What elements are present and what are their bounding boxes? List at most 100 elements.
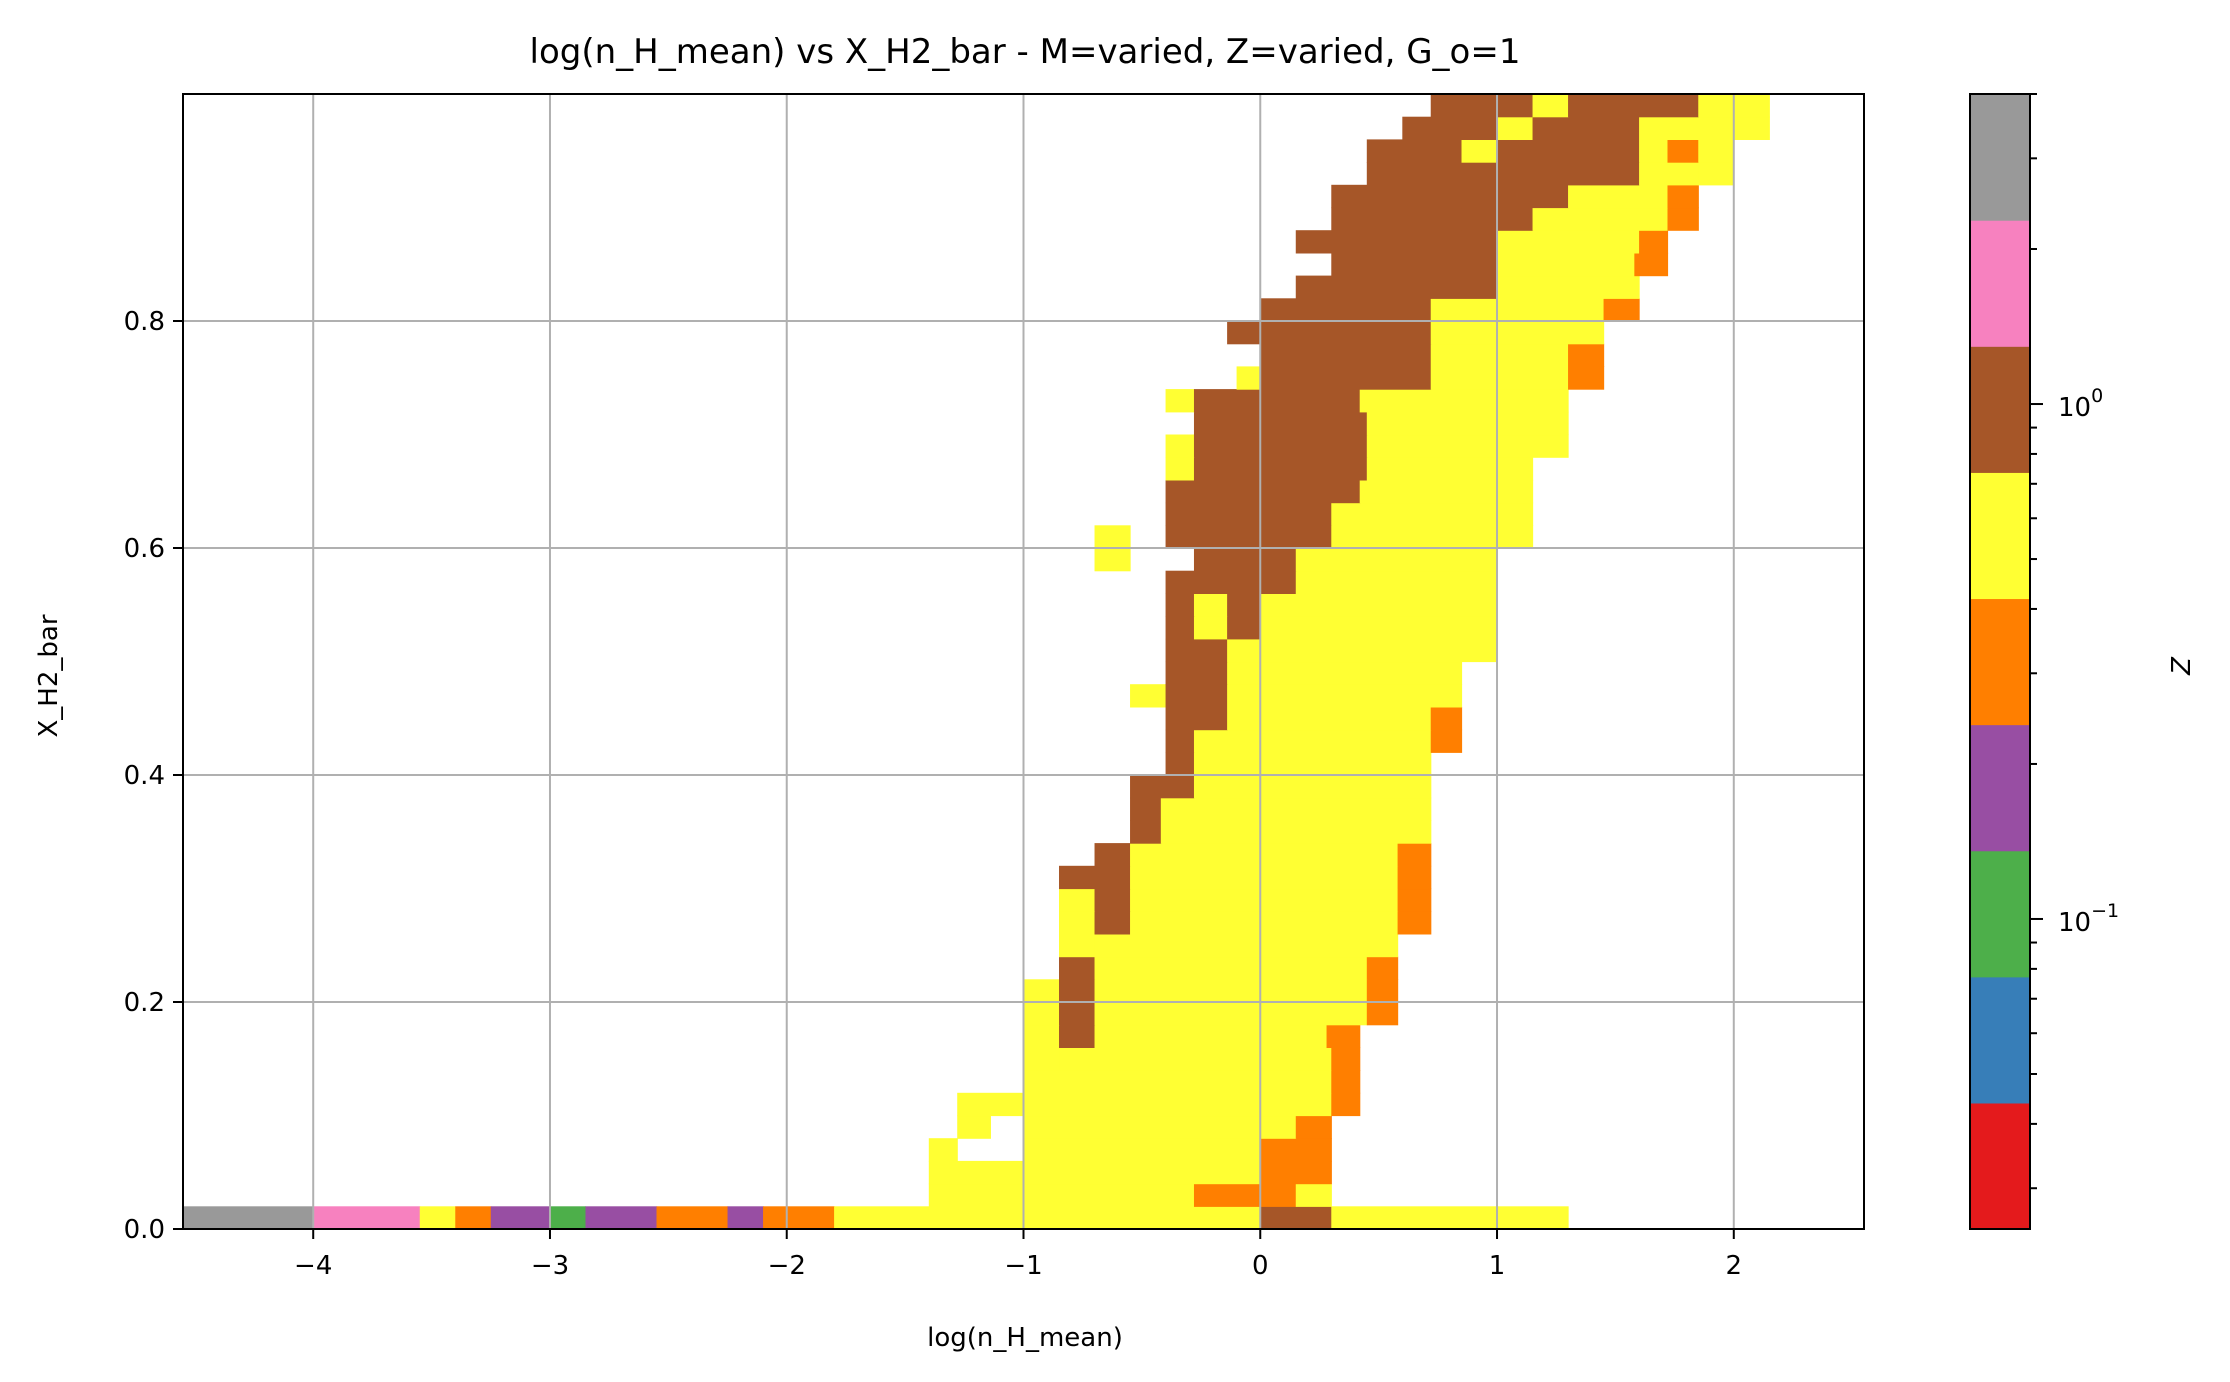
heatmap-cell <box>1193 479 1361 504</box>
heatmap-cell <box>1059 888 1096 912</box>
heatmap-cell <box>1094 888 1131 912</box>
heatmap-cell <box>1130 865 1399 890</box>
heatmap-cell <box>1639 230 1669 254</box>
heatmap-cell <box>1193 411 1368 436</box>
heatmap-cell <box>1366 1002 1399 1026</box>
heatmap-cell <box>1130 843 1399 867</box>
heatmap-cell <box>1461 139 1498 163</box>
colorbar-segments <box>1970 94 2030 1230</box>
y-tick-label: 0.0 <box>124 1215 165 1245</box>
heatmap-cell <box>1165 570 1261 594</box>
heatmap-cell <box>1023 979 1060 1003</box>
heatmap-cell <box>1227 616 1261 640</box>
heatmap-cell <box>1359 389 1569 413</box>
x-tick-label: 2 <box>1726 1251 1743 1281</box>
heatmap-cell <box>1532 207 1669 231</box>
heatmap-cell <box>1331 502 1534 526</box>
heatmap-cell <box>1295 570 1498 594</box>
heatmap-cell <box>1366 434 1569 458</box>
heatmap-cell <box>1366 139 1463 163</box>
heatmap-cell <box>1165 616 1195 640</box>
heatmap-cell <box>1366 457 1534 481</box>
heatmap-cell <box>1260 1160 1332 1185</box>
heatmap-cell <box>1165 479 1195 504</box>
heatmap-cell <box>1568 343 1605 367</box>
heatmap-cell <box>1568 366 1605 390</box>
heatmap-cell <box>1260 1206 1332 1230</box>
heatmap-cell <box>1568 184 1669 209</box>
heatmap-cell <box>183 1206 314 1230</box>
colorbar-segment <box>1970 724 2030 852</box>
heatmap-cell <box>1331 252 1498 277</box>
heatmap-cell <box>1023 1002 1060 1026</box>
heatmap-cell <box>1260 616 1498 640</box>
heatmap-cell <box>1094 843 1131 867</box>
colorbar-segment <box>1970 598 2030 726</box>
heatmap-cell <box>1260 321 1432 345</box>
heatmap-cell <box>1568 116 1640 140</box>
heatmap-cell <box>1397 865 1432 890</box>
heatmap-cell <box>1165 525 1332 549</box>
y-tick-label: 0.6 <box>124 534 165 564</box>
y-tick-label: 0.2 <box>124 988 165 1018</box>
heatmap-cell <box>1059 1002 1096 1026</box>
colorbar-frame <box>1969 93 2031 1230</box>
plot-area: −4 −3 −2 −1 0 1 2 0.0 0.2 0.4 0.6 0.8 <box>124 93 1865 1281</box>
heatmap-cell <box>1023 1092 1332 1117</box>
heatmap-cell <box>1397 888 1432 912</box>
x-tick-label: −4 <box>294 1251 332 1281</box>
heatmap-cell <box>1331 525 1534 549</box>
heatmap-cell <box>1497 162 1640 186</box>
heatmap-cell <box>1059 911 1096 935</box>
x-axis-ticks: −4 −3 −2 −1 0 1 2 <box>294 1229 1742 1281</box>
heatmap-cell <box>1165 684 1228 708</box>
heatmap-cell <box>1094 1024 1328 1048</box>
heatmap-cell <box>1430 321 1605 345</box>
heatmap-cell <box>1165 729 1195 753</box>
chart-title: log(n_H_mean) vs X_H2_bar - M=varied, Z=… <box>530 32 1521 72</box>
heatmap-cell <box>1295 1115 1332 1139</box>
y-tick-label: 0.8 <box>124 307 165 337</box>
heatmap-cell <box>928 1138 958 1162</box>
heatmap-cell <box>1236 366 1261 390</box>
heatmap-cell <box>1023 1024 1060 1048</box>
colorbar-segment <box>1970 1102 2030 1230</box>
heatmap-cell <box>1193 457 1368 481</box>
heatmap-cell <box>1094 548 1131 572</box>
heatmap-cell <box>1023 1070 1332 1094</box>
heatmap-cell <box>1165 706 1228 731</box>
heatmap-cell <box>763 1206 835 1230</box>
colorbar-segment <box>1970 346 2030 473</box>
colorbar-label: Z <box>2167 656 2197 676</box>
heatmap-cell <box>1160 820 1432 844</box>
heatmap-cell <box>1366 956 1399 980</box>
heatmap-cell <box>1331 1206 1569 1230</box>
colorbar-segment <box>1970 220 2030 347</box>
heatmap-cell <box>834 1206 1261 1230</box>
heatmap-cell <box>1402 116 1498 140</box>
heatmap-cell <box>1397 843 1432 867</box>
heatmap-cell <box>1359 479 1534 504</box>
heatmap-cell <box>1260 638 1498 663</box>
heatmap-cell <box>1260 593 1498 617</box>
colorbar-segment <box>1970 850 2030 978</box>
heatmap-cell <box>1497 116 1534 140</box>
heatmap-cell <box>1094 525 1131 549</box>
heatmap-cell <box>1331 207 1463 231</box>
heatmap-cell <box>1193 434 1368 458</box>
heatmap-cell <box>1059 956 1096 980</box>
heatmap-cell <box>1430 706 1463 731</box>
heatmap-cell <box>1165 389 1195 413</box>
heatmap-cell <box>1160 797 1432 821</box>
heatmap-cell <box>585 1206 658 1230</box>
x-tick-label: −1 <box>1004 1251 1042 1281</box>
heatmap-cell <box>1130 888 1399 912</box>
heatmap-cell <box>1430 729 1463 753</box>
heatmap-cell <box>1497 230 1640 254</box>
heatmap-cell <box>1193 775 1432 799</box>
heatmap-cell <box>549 1206 587 1230</box>
heatmap-cell <box>957 1115 991 1139</box>
